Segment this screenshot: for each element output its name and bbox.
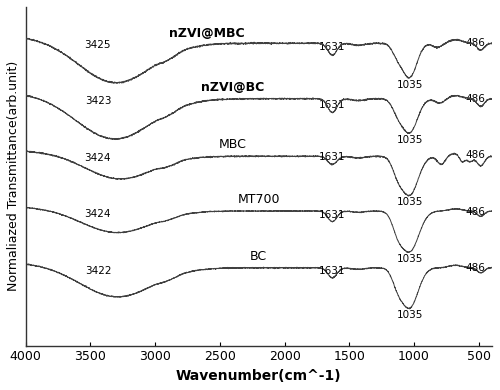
- Text: 1035: 1035: [396, 80, 423, 90]
- Text: 1631: 1631: [319, 152, 345, 162]
- Text: nZVI@BC: nZVI@BC: [201, 81, 264, 94]
- Text: 1631: 1631: [319, 100, 345, 110]
- Text: nZVI@MBC: nZVI@MBC: [169, 27, 244, 40]
- Text: MBC: MBC: [219, 138, 246, 151]
- Text: MT700: MT700: [238, 193, 280, 206]
- Text: 3424: 3424: [84, 209, 111, 219]
- Text: 486: 486: [466, 151, 485, 160]
- Text: 486: 486: [466, 207, 485, 217]
- Text: 1631: 1631: [319, 210, 345, 220]
- Text: 1035: 1035: [396, 254, 423, 264]
- Text: 1035: 1035: [396, 310, 423, 320]
- Text: 486: 486: [466, 37, 485, 48]
- Text: 1631: 1631: [319, 42, 345, 52]
- Text: 3423: 3423: [84, 96, 111, 106]
- Text: BC: BC: [250, 250, 267, 263]
- Text: 3422: 3422: [85, 266, 112, 276]
- Text: 1035: 1035: [396, 197, 423, 207]
- X-axis label: Wavenumber(cm^-1): Wavenumber(cm^-1): [176, 369, 342, 383]
- Text: 3425: 3425: [84, 40, 111, 50]
- Text: 3424: 3424: [84, 152, 111, 163]
- Text: 486: 486: [466, 263, 485, 273]
- Y-axis label: Normaliazed Transmittance(arb.unit): Normaliazed Transmittance(arb.unit): [7, 61, 20, 291]
- Text: 1035: 1035: [396, 135, 423, 145]
- Text: 1631: 1631: [319, 266, 345, 276]
- Text: 486: 486: [466, 94, 485, 104]
